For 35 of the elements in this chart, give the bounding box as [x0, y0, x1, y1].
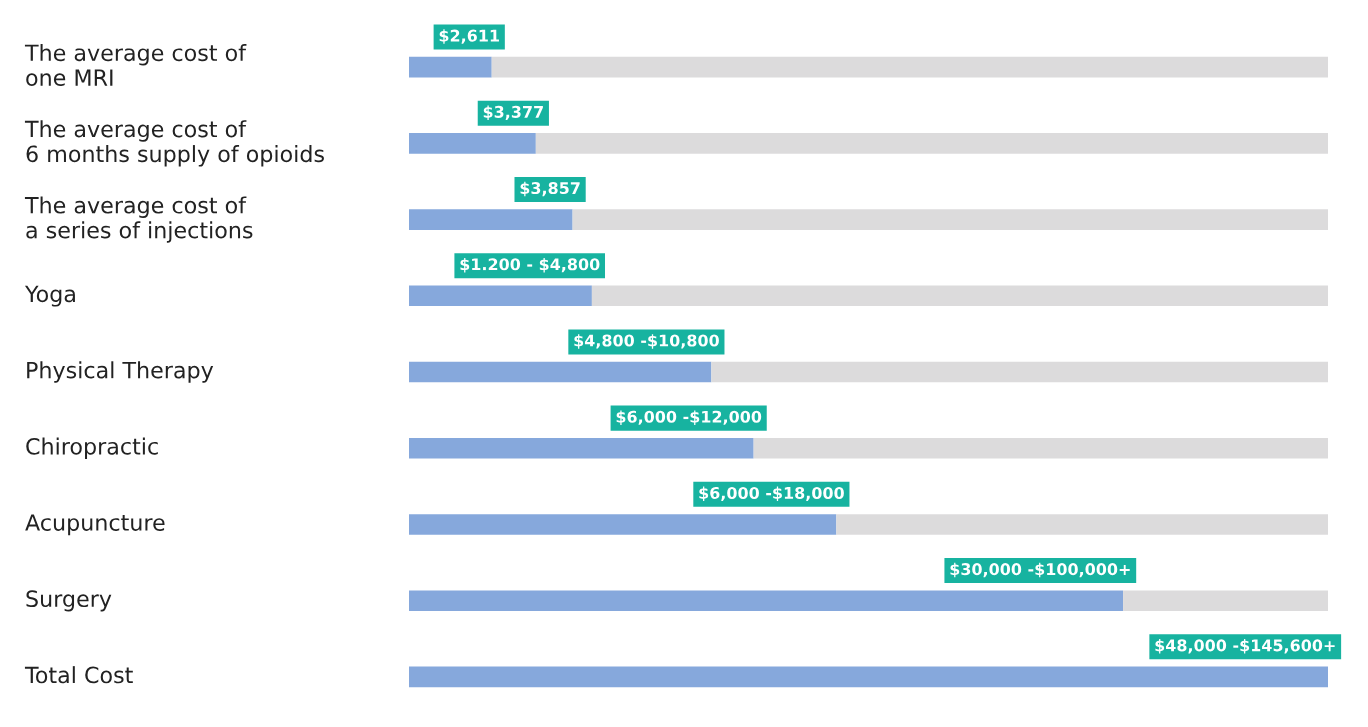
annotation: $48,000 -$145,600+ [1155, 639, 1335, 654]
y-tick-label: Physical Therapy [27, 361, 214, 383]
annotation: $3,857 [520, 181, 580, 197]
bar [1123, 590, 1328, 611]
y-tick-label: The average cost of one MRI [24, 43, 247, 87]
bar [836, 514, 1328, 535]
y-tick-label: Yoga [24, 285, 75, 307]
annotation: $30,000 -$100,000+ [950, 562, 1130, 578]
y-tick-label: The average cost of a series of injections [24, 196, 253, 243]
y-tick-label: The average cost of 6 months supply of opioids [24, 120, 324, 167]
bar [535, 133, 1328, 154]
bar [572, 209, 1328, 230]
annotation: $6,000 -$18,000 [699, 486, 844, 502]
y-tick-label: Acupuncture [25, 514, 165, 536]
y-tick-label: Surgery [26, 590, 112, 612]
y-tick-label: Chiropractic [26, 437, 158, 459]
annotation: $2,611 [439, 29, 499, 44]
y-tick-label: Total Cost [24, 666, 133, 684]
bar [409, 437, 754, 459]
annotation: $4,800 -$10,800 [574, 334, 719, 349]
bar [491, 56, 1328, 78]
bar [409, 209, 573, 230]
bar [409, 590, 1124, 611]
annotation: $3,377 [483, 105, 543, 121]
bar [753, 437, 1328, 459]
bar [409, 285, 592, 307]
annotation: $1.200 - $4,800 [460, 257, 600, 273]
bar [409, 56, 492, 78]
bar [409, 514, 837, 535]
bar [409, 361, 712, 383]
bar [409, 133, 536, 154]
bar [409, 666, 1328, 688]
bar [711, 361, 1328, 383]
annotation: $6,000 -$12,000 [616, 410, 762, 425]
bar [591, 285, 1328, 307]
